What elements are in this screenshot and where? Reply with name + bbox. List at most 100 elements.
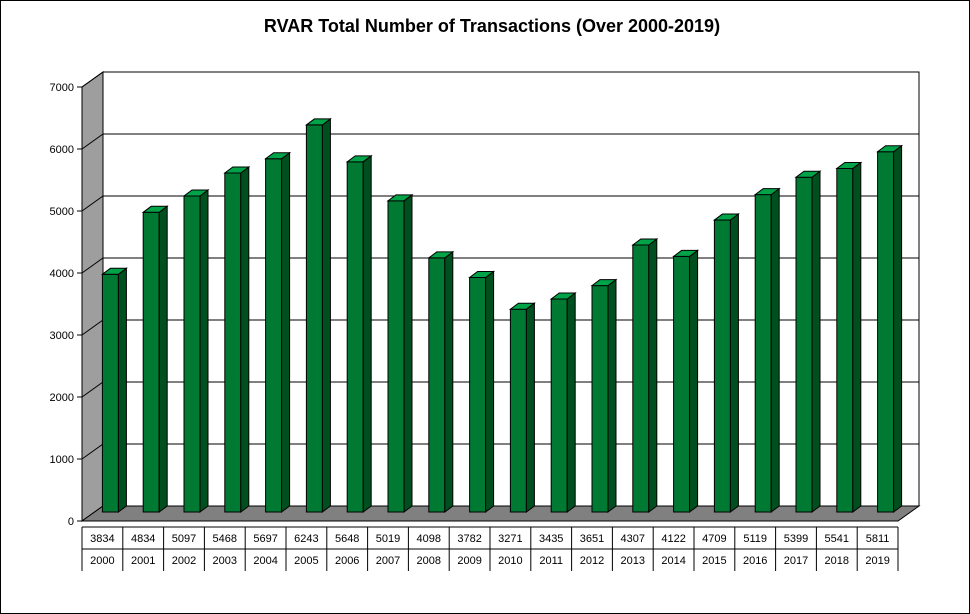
bar-front [550,298,568,513]
bar [876,144,904,513]
bar-top [876,145,904,153]
bar [427,250,455,513]
bar [264,151,292,513]
bar [590,278,618,513]
x-tick-label: 2003 [213,555,237,567]
bar-side [852,161,862,513]
bar-top [427,251,455,259]
y-tick-label: 3000 [50,330,74,342]
data-table: 3834 2000 4834 2001 5097 2002 5468 2003 5697 2004… [81,526,899,571]
y-axis: 0 1000 2000 3000 4000 5000 6000 7000 [50,82,83,528]
bar-side [281,151,291,513]
data-label: 4307 [621,533,645,545]
data-label: 3271 [498,533,522,545]
chart-title: RVAR Total Number of Transactions (Over … [264,16,720,36]
data-label: 5097 [172,533,196,545]
bar-side [444,250,454,513]
x-tick-label: 2012 [580,555,604,567]
bar-top [672,249,700,257]
bar-side [240,165,250,513]
bar-top [386,194,414,202]
bar [223,165,251,513]
data-label: 5019 [376,533,400,545]
bar-front [754,194,772,513]
data-label: 5648 [335,533,359,545]
floor [80,505,921,522]
bar [672,249,700,513]
bar [182,188,210,513]
y-tick-label: 6000 [50,144,74,156]
bar-side [403,193,413,513]
bar-front [877,151,895,513]
bar [631,237,659,513]
bar [468,270,496,513]
x-tick-label: 2011 [539,555,563,567]
bar-front [673,255,691,513]
bar-front [469,277,487,513]
bar-front [305,124,323,513]
gridline [81,71,919,88]
bar-front [224,172,242,513]
bar-top [794,170,822,178]
y-tick-label: 1000 [50,454,74,466]
left-wall [81,71,104,522]
y-tick-label: 4000 [50,268,74,280]
x-tick-label: 2016 [743,555,767,567]
bar-top [141,205,169,213]
bar-front [632,244,650,513]
data-label: 4122 [661,533,685,545]
x-tick-label: 2013 [621,555,645,567]
bar-side [525,302,535,513]
bar-side [607,278,617,513]
bar-side [158,205,168,513]
x-tick-label: 2001 [131,555,155,567]
data-label: 5399 [784,533,808,545]
bar-side [770,187,780,513]
bar-front [795,176,813,513]
bar-front [265,158,283,513]
bar [712,213,740,513]
gridline [81,133,919,150]
data-label: 5119 [743,533,767,545]
x-tick-label: 2014 [661,555,685,567]
x-tick-label: 2005 [294,555,318,567]
data-label: 3834 [90,533,114,545]
bar [549,292,577,513]
data-label: 3435 [539,533,563,545]
data-label: 5541 [825,533,849,545]
bar-side [117,267,127,513]
bar-top [549,292,577,300]
x-tick-label: 2015 [702,555,726,567]
bar-side [648,237,658,513]
bar-top [590,279,618,287]
bar [345,154,373,513]
bar [835,161,863,513]
data-label: 6243 [294,533,318,545]
bar [794,170,822,513]
bar-side [811,170,821,513]
bar-front [509,308,527,513]
bar-front [346,161,364,513]
data-label: 3651 [580,533,604,545]
bar [304,117,332,513]
bar-side [362,154,372,513]
bar-side [199,188,209,513]
bar-top [304,118,332,126]
bar [100,267,128,513]
x-tick-label: 2018 [825,555,849,567]
data-label: 5468 [213,533,237,545]
data-label: 5697 [253,533,277,545]
x-tick-label: 2007 [376,555,400,567]
data-label: 3782 [457,533,481,545]
bar [508,302,536,513]
y-tick-label: 5000 [50,206,74,218]
bar-side [566,292,576,513]
bar-top [100,267,128,275]
bar-front [428,257,446,513]
bar-front [713,219,731,513]
gridline [81,195,919,212]
data-label: 5811 [866,533,890,545]
data-label: 4709 [702,533,726,545]
bar-side [321,117,331,513]
bar-top [264,152,292,160]
